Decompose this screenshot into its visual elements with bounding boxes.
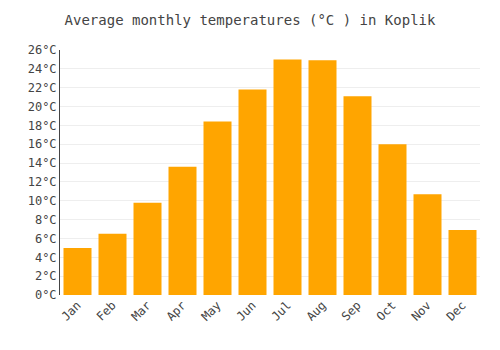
svg-text:Jan: Jan <box>59 298 84 323</box>
svg-text:4°C: 4°C <box>35 251 57 265</box>
svg-text:10°C: 10°C <box>28 194 57 208</box>
svg-text:16°C: 16°C <box>28 137 57 151</box>
svg-text:Aug: Aug <box>304 298 329 323</box>
svg-text:Average monthly temperatures (: Average monthly temperatures (°C ) in Ko… <box>65 12 436 28</box>
svg-text:20°C: 20°C <box>28 100 57 114</box>
svg-text:2°C: 2°C <box>35 269 57 283</box>
svg-text:Feb: Feb <box>94 298 119 323</box>
svg-text:Jul: Jul <box>269 298 294 323</box>
svg-text:24°C: 24°C <box>28 62 57 76</box>
svg-text:22°C: 22°C <box>28 81 57 95</box>
svg-text:26°C: 26°C <box>28 43 57 57</box>
svg-text:Oct: Oct <box>374 298 399 323</box>
svg-text:12°C: 12°C <box>28 175 57 189</box>
svg-text:Jun: Jun <box>234 298 259 323</box>
svg-text:Sep: Sep <box>339 298 364 323</box>
svg-text:May: May <box>199 298 224 323</box>
svg-text:6°C: 6°C <box>35 232 57 246</box>
svg-text:Apr: Apr <box>164 298 189 323</box>
svg-text:14°C: 14°C <box>28 156 57 170</box>
svg-text:Mar: Mar <box>129 298 154 323</box>
svg-text:Nov: Nov <box>409 298 434 323</box>
svg-text:8°C: 8°C <box>35 213 57 227</box>
svg-text:Dec: Dec <box>444 298 469 323</box>
svg-text:18°C: 18°C <box>28 119 57 133</box>
svg-text:0°C: 0°C <box>35 288 57 302</box>
